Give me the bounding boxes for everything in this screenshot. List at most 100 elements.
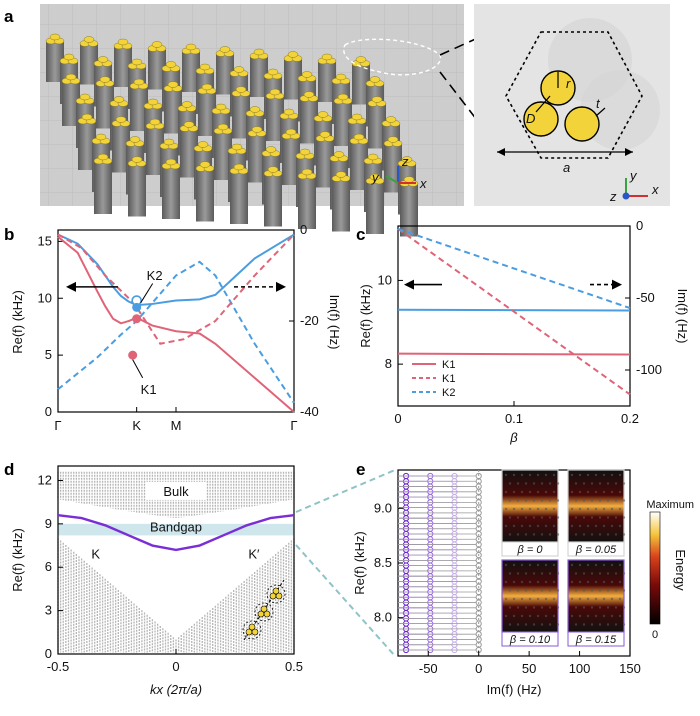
lattice-dot <box>504 490 508 494</box>
lattice-dot <box>516 606 520 609</box>
pillar-top <box>335 171 347 178</box>
label-k1: K1 <box>141 382 157 397</box>
lattice-dot <box>570 597 574 601</box>
bulk-label: Bulk <box>163 484 189 499</box>
pillar-top <box>401 156 413 163</box>
lattice-dot <box>618 580 622 584</box>
pillar-top <box>167 81 179 88</box>
pillar-body <box>146 125 164 175</box>
lattice-dot <box>570 524 574 528</box>
lattice-dot <box>622 572 626 575</box>
x-tick-label: Γ <box>54 418 61 433</box>
pillar-top <box>333 151 345 158</box>
pillar-top <box>131 156 143 163</box>
lattice-dot <box>618 614 622 618</box>
lattice-dot <box>520 563 524 567</box>
pillar-top <box>165 158 177 166</box>
x-axis-label: kx (2π/a) <box>150 682 202 697</box>
pillar-cluster <box>111 116 131 173</box>
pillar-body <box>78 120 96 170</box>
lattice-dot <box>606 606 610 609</box>
colorbar-title: Energy <box>673 549 688 591</box>
lattice-dot <box>610 524 614 528</box>
map-caption-box <box>567 631 625 647</box>
y-tick-label: 0 <box>45 646 52 661</box>
pillar-top <box>151 41 163 48</box>
pillar-body <box>332 177 350 232</box>
pillar-cluster <box>331 171 351 232</box>
lattice-dot <box>524 623 528 626</box>
pillar-body <box>298 175 316 229</box>
pillar-cluster <box>333 93 353 146</box>
lattice-dot <box>528 507 532 511</box>
lattice-dot <box>578 614 582 618</box>
lattice-dot <box>578 563 582 567</box>
pillar-top <box>185 43 197 51</box>
axis-y-2d: y <box>629 168 638 183</box>
lattice-dot <box>582 482 586 485</box>
pillar-cluster <box>77 113 97 170</box>
pillar-top <box>149 118 161 126</box>
pillar-top <box>249 106 261 113</box>
lattice-dot <box>556 572 560 575</box>
lattice-dot <box>520 490 524 494</box>
pillar-top <box>335 73 347 81</box>
lattice-dot <box>594 580 598 584</box>
pillar-top <box>129 136 141 143</box>
pillar-top <box>199 161 211 168</box>
lattice-dot <box>552 524 556 528</box>
lattice-dot <box>516 533 520 536</box>
pillar-top <box>403 176 415 183</box>
lattice-dot <box>622 499 626 502</box>
y-tick-label: 8.0 <box>374 610 392 625</box>
y-axis-label: Re(f) (kHz) <box>10 528 25 592</box>
energy-map-image <box>567 469 625 543</box>
pillar-top <box>303 91 315 98</box>
pillar-top <box>317 111 329 118</box>
lattice-dot <box>598 516 602 519</box>
lattice-dot <box>548 606 552 609</box>
lattice-dot <box>606 589 610 592</box>
pillar-body <box>400 182 418 237</box>
pillar-top <box>133 78 145 86</box>
lattice-dot <box>594 490 598 494</box>
pillar-top <box>97 56 109 63</box>
y-axis-label: Re(f) (kHz) <box>352 531 367 595</box>
rod <box>275 592 283 600</box>
lattice-dot <box>528 473 532 477</box>
pillar-cluster <box>127 156 147 217</box>
lattice-dot <box>610 473 614 477</box>
label-k2: K2 <box>147 268 163 283</box>
lattice-dot <box>574 606 578 609</box>
lattice-dot <box>544 524 548 528</box>
pillar-cluster <box>283 51 303 100</box>
lattice-dot <box>508 499 512 502</box>
lattice-dot <box>586 580 590 584</box>
arrow-left-head <box>66 281 76 292</box>
lattice-dot <box>610 490 614 494</box>
energy-map: β = 0 <box>501 469 560 557</box>
rod <box>260 605 268 613</box>
lattice-dot <box>570 473 574 477</box>
pillar-cluster <box>181 43 201 92</box>
lattice-dot <box>590 623 594 626</box>
x-tick-label: 0 <box>394 411 401 426</box>
kprime-label: K′ <box>248 547 260 562</box>
x-tick-label: M <box>171 418 182 433</box>
lattice-dot <box>618 563 622 567</box>
x-tick-label: Γ <box>290 418 297 433</box>
pillar-body <box>112 122 130 173</box>
lattice-dot <box>578 597 582 601</box>
lattice-dot <box>552 597 556 601</box>
pillar-top <box>299 148 311 156</box>
lattice-dot <box>606 623 610 626</box>
pillar-top <box>301 168 313 176</box>
lattice-dot <box>614 572 618 575</box>
lattice-dot <box>570 580 574 584</box>
lattice-dot <box>512 597 516 601</box>
lattice-dot <box>614 589 618 592</box>
colorbar-min: 0 <box>652 629 658 641</box>
series-line <box>397 228 631 396</box>
lattice-dot <box>586 507 590 511</box>
lattice-dot <box>614 516 618 519</box>
